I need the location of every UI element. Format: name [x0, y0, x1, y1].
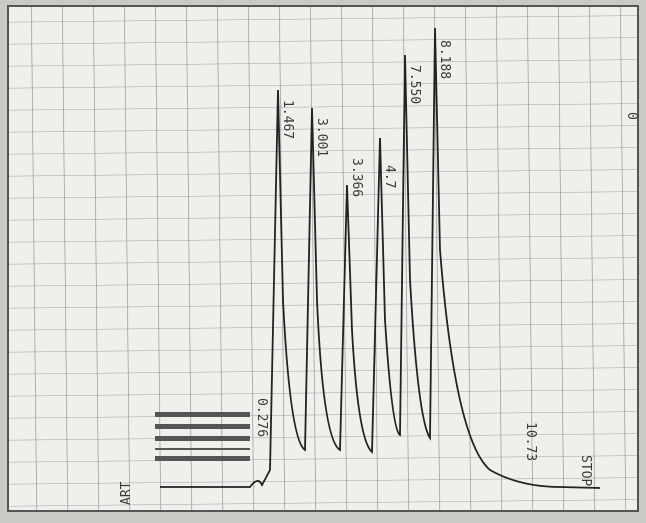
peak-label: 7.550: [407, 65, 422, 104]
peak-label: 1.467: [280, 100, 295, 139]
chromatogram-photo: ART 0.276 1.467 3.001 3.366 4.7 7.550 8.…: [0, 0, 646, 523]
chart-paper: [8, 6, 638, 511]
peak-label: 3.366: [349, 158, 364, 197]
peak-label: 8.188: [437, 40, 452, 79]
marker-label: 0.276: [254, 398, 269, 437]
stop-label: STOP: [578, 455, 593, 486]
start-label: ART: [119, 481, 134, 505]
peak-label: 4.7: [382, 165, 397, 188]
side-label: 0: [624, 112, 639, 120]
peak-label: 3.001: [314, 118, 329, 157]
end-time-label: 10.73: [523, 422, 538, 461]
